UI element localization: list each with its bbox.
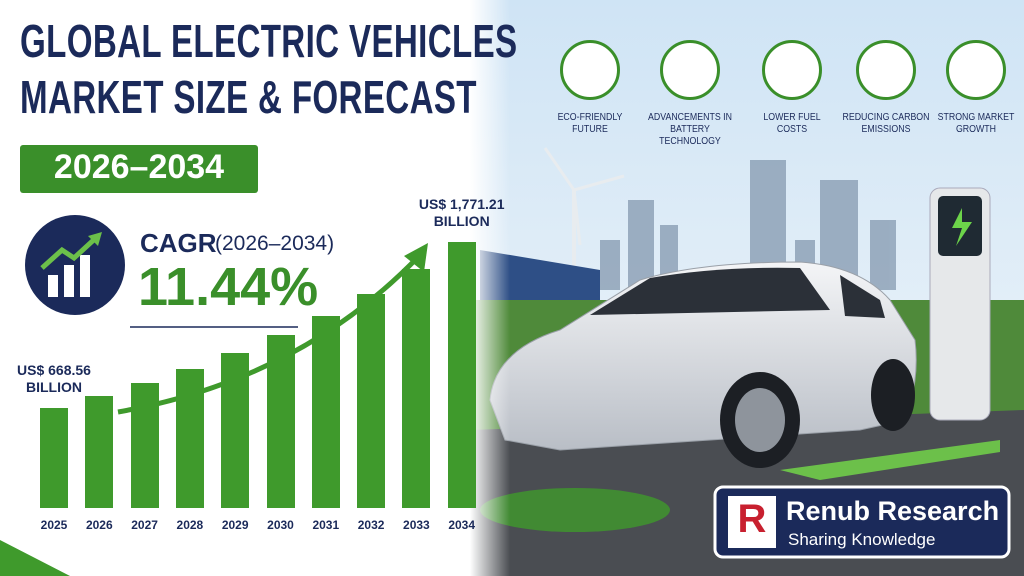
period: 2026–2034 bbox=[53, 148, 225, 186]
bar bbox=[221, 353, 250, 508]
feature-label: ECO-FRIENDLY FUTURE bbox=[557, 112, 623, 135]
cagr-period: (2026–2034) bbox=[215, 232, 335, 255]
brand-name: Renub Research bbox=[786, 496, 1000, 526]
feature-label: REDUCING CARBON EMISSIONS bbox=[842, 112, 930, 135]
x-tick-label: 2030 bbox=[267, 518, 294, 532]
cagr-label: CAGR bbox=[140, 228, 217, 258]
feature-label: LOWER FUEL COSTS bbox=[763, 112, 821, 135]
title: GLOBAL ELECTRIC VEHICLES bbox=[20, 15, 518, 67]
cagr-value: 11.44% bbox=[138, 257, 319, 317]
bar bbox=[311, 315, 340, 508]
feature-icon bbox=[560, 40, 620, 100]
x-tick-label: 2028 bbox=[176, 518, 204, 532]
x-tick-label: 2027 bbox=[131, 518, 158, 532]
feature-label: ADVANCEMENTS IN BATTERY TECHNOLOGY bbox=[648, 112, 732, 147]
value-label: US$ 668.56 BILLION bbox=[17, 361, 91, 395]
bar bbox=[447, 242, 476, 508]
svg-text:R: R bbox=[738, 497, 767, 541]
feature-icon bbox=[660, 40, 720, 100]
brand-tagline: Sharing Knowledge bbox=[788, 530, 936, 549]
title: MARKET SIZE & FORECAST bbox=[20, 71, 477, 123]
bar bbox=[402, 269, 431, 508]
bar bbox=[130, 383, 159, 508]
bar bbox=[40, 407, 68, 508]
feature-icon bbox=[762, 40, 822, 100]
bar bbox=[85, 396, 114, 508]
x-tick-label: 2031 bbox=[312, 518, 340, 532]
feature-label: STRONG MARKET GROWTH bbox=[937, 112, 1015, 135]
feature-icon bbox=[856, 40, 916, 100]
x-tick-label: 2034 bbox=[448, 518, 476, 532]
bar bbox=[357, 293, 386, 508]
feature-icon bbox=[946, 40, 1006, 100]
bar bbox=[266, 335, 295, 508]
x-tick-label: 2033 bbox=[403, 518, 430, 532]
bar bbox=[175, 369, 204, 508]
x-tick-label: 2029 bbox=[221, 518, 249, 532]
x-tick-label: 2026 bbox=[85, 518, 113, 532]
x-tick-label: 2032 bbox=[357, 518, 385, 532]
x-tick-label: 2025 bbox=[40, 518, 68, 532]
value-label: US$ 1,771.21 BILLION bbox=[418, 196, 505, 229]
